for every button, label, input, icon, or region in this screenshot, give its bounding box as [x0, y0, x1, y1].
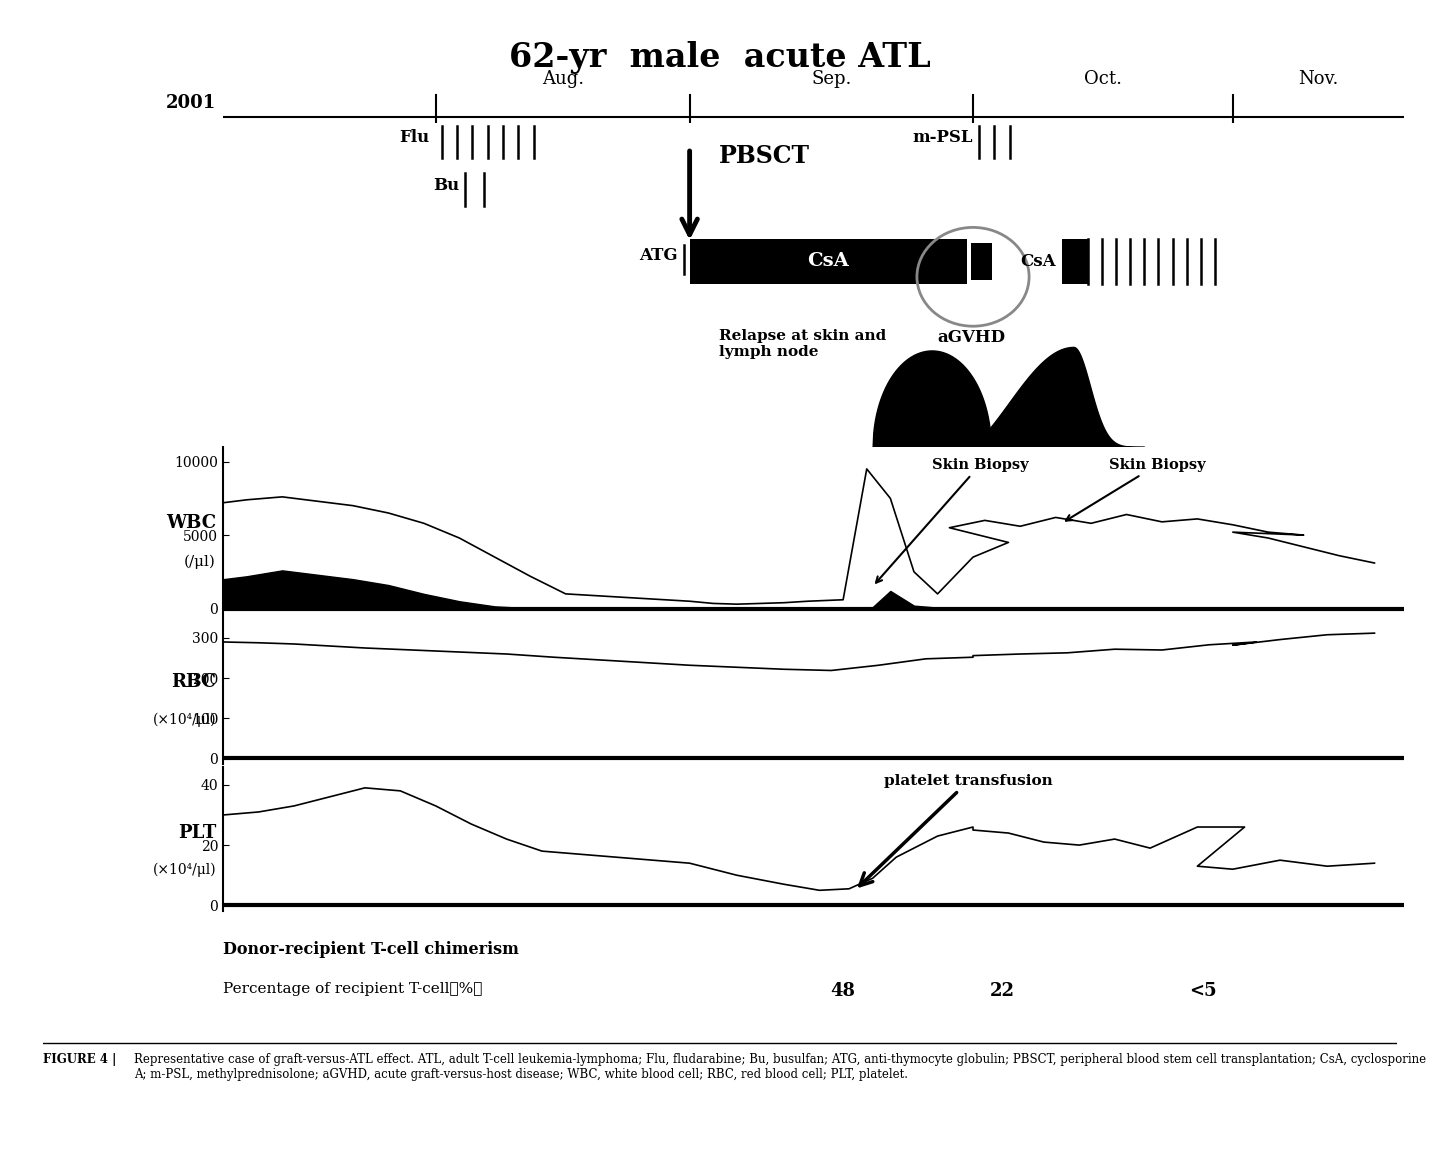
- Bar: [971, 243, 992, 280]
- Text: Bu: Bu: [433, 176, 459, 194]
- Text: Donor-recipient T-cell chimerism: Donor-recipient T-cell chimerism: [223, 941, 518, 957]
- Text: Oct.: Oct.: [1084, 71, 1122, 88]
- Text: RBC: RBC: [171, 673, 216, 691]
- Text: Nov.: Nov.: [1299, 71, 1339, 88]
- Text: platelet transfusion: platelet transfusion: [860, 774, 1053, 886]
- Text: Representative case of graft-versus-ATL effect. ATL, adult T-cell leukemia-lymph: Representative case of graft-versus-ATL …: [134, 1053, 1426, 1081]
- Bar: [690, 239, 968, 285]
- Text: 48: 48: [831, 982, 855, 1000]
- Text: 62-yr  male  acute ATL: 62-yr male acute ATL: [510, 41, 930, 74]
- Text: 22: 22: [991, 982, 1015, 1000]
- Text: (×10⁴/μl): (×10⁴/μl): [153, 863, 216, 877]
- Text: Skin Biopsy: Skin Biopsy: [1066, 457, 1205, 521]
- Text: PBSCT: PBSCT: [719, 145, 811, 168]
- Bar: [1061, 239, 1087, 285]
- Text: PLT: PLT: [177, 823, 216, 842]
- Text: Relapse at skin and
lymph node: Relapse at skin and lymph node: [719, 329, 887, 360]
- Text: WBC: WBC: [166, 514, 216, 533]
- Text: CsA: CsA: [808, 253, 850, 270]
- Text: m-PSL: m-PSL: [913, 129, 973, 146]
- Text: FIGURE 4 |: FIGURE 4 |: [43, 1053, 121, 1065]
- Text: (×10⁴/μl): (×10⁴/μl): [153, 713, 216, 727]
- Text: Skin Biopsy: Skin Biopsy: [876, 457, 1028, 582]
- Text: Percentage of recipient T-cell（%）: Percentage of recipient T-cell（%）: [223, 982, 482, 996]
- Text: (/μl): (/μl): [184, 555, 216, 569]
- Text: 2001: 2001: [166, 94, 216, 113]
- Text: Flu: Flu: [399, 129, 429, 146]
- Text: Sep.: Sep.: [811, 71, 851, 88]
- Text: CsA: CsA: [1020, 253, 1056, 269]
- Text: ATG: ATG: [639, 247, 678, 263]
- Text: <5: <5: [1189, 982, 1217, 1000]
- Text: aGVHD: aGVHD: [937, 329, 1005, 346]
- Text: Aug.: Aug.: [541, 71, 583, 88]
